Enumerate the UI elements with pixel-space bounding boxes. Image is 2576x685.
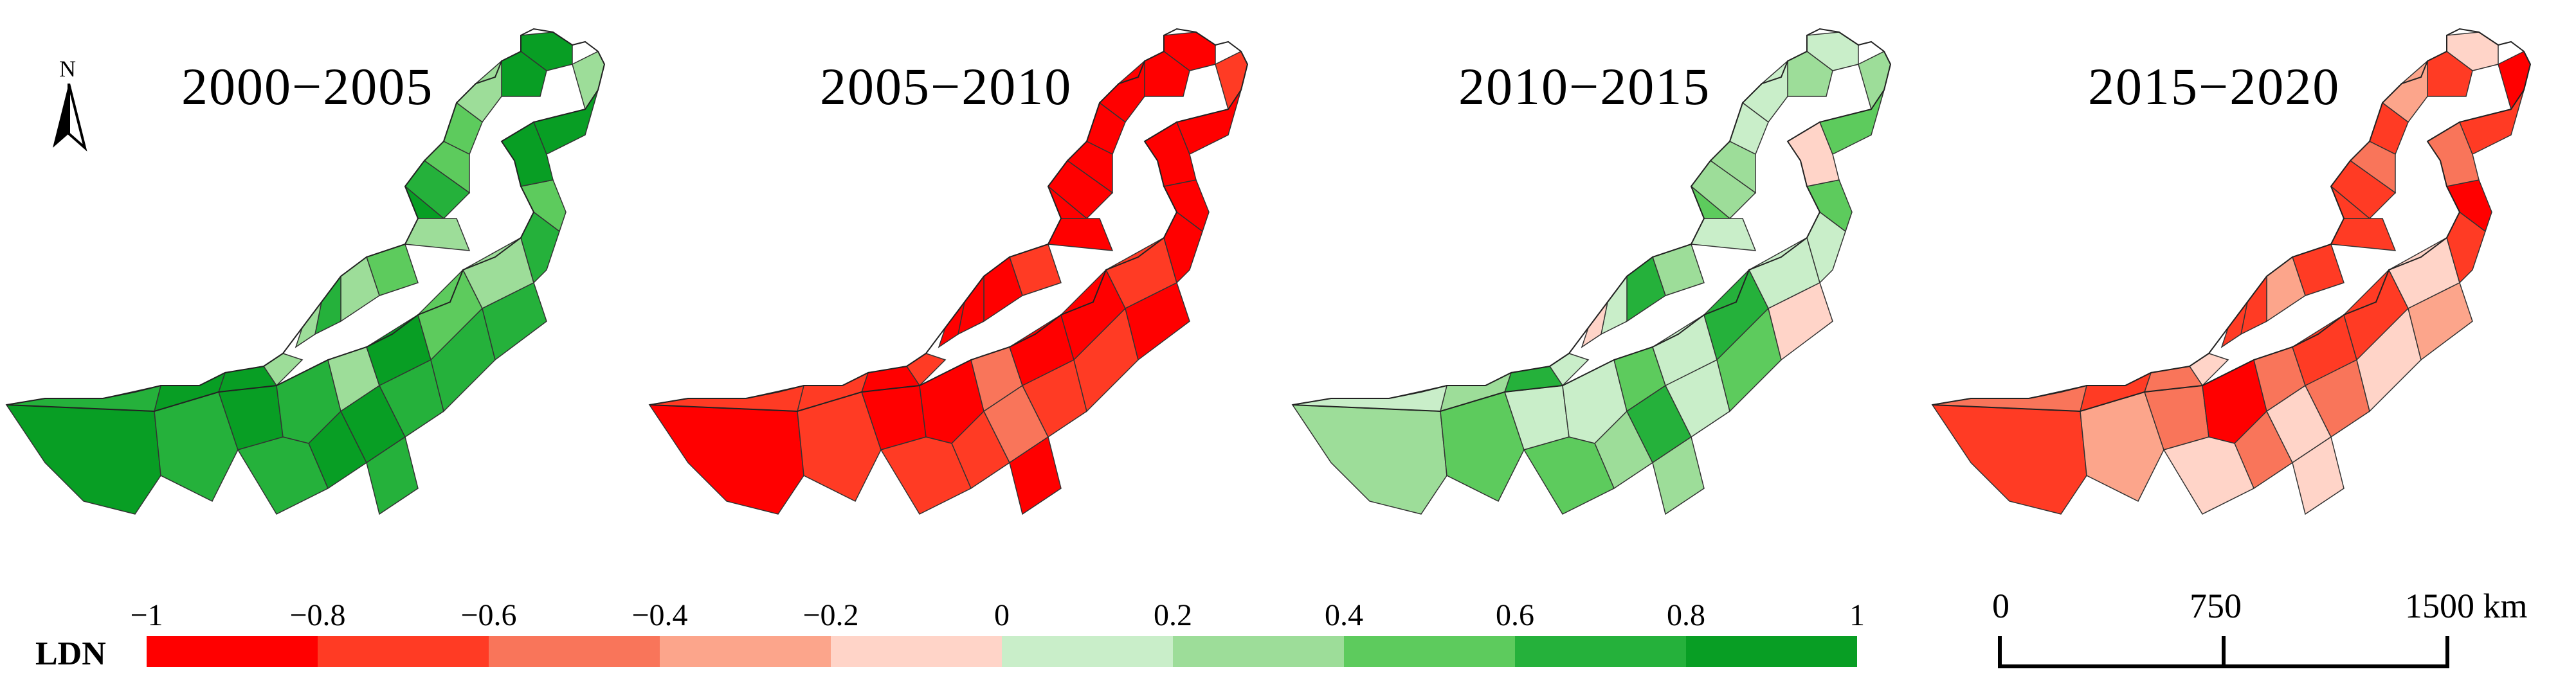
map-region — [404, 218, 471, 251]
legend-swatch — [831, 636, 1002, 667]
legend-swatch — [1515, 636, 1686, 667]
map-region — [1523, 436, 1615, 515]
legend-tick: 0.6 — [1496, 598, 1534, 632]
map-region — [2292, 436, 2345, 515]
legend-color-bar — [147, 636, 1857, 667]
scale-label-1500: 1500 km — [2405, 587, 2528, 625]
legend-swatch — [1173, 636, 1344, 667]
scale-bar — [1998, 636, 2449, 668]
legend-tick: 0 — [994, 598, 1010, 632]
map-outline — [6, 28, 606, 413]
map-region — [1291, 404, 1447, 515]
map-region — [1009, 436, 1062, 515]
map-2015-2020 — [1931, 28, 2532, 515]
map-regions — [648, 28, 1249, 515]
map-region — [2163, 436, 2254, 515]
map-region — [366, 436, 419, 515]
legend-tick: −0.8 — [289, 598, 346, 632]
map-outline — [649, 28, 1249, 413]
map-region — [1768, 281, 1833, 361]
map-region — [880, 436, 972, 515]
map-region — [2498, 50, 2531, 111]
map-region — [5, 404, 161, 515]
north-arrow-icon — [53, 84, 87, 152]
map-region — [1215, 50, 1248, 111]
map-regions — [1931, 28, 2532, 515]
legend-tick: 1 — [1849, 598, 1865, 632]
legend-tick: 0.4 — [1325, 598, 1363, 632]
scale-label-0: 0 — [1992, 587, 2009, 625]
legend-tick: −1 — [130, 598, 163, 632]
map-outline — [1292, 28, 1892, 413]
map-outline — [1932, 28, 2532, 413]
legend-swatch — [489, 636, 660, 667]
map-2010-2015 — [1291, 28, 1892, 515]
map-region — [572, 50, 605, 111]
map-region — [2330, 218, 2397, 251]
map-region — [1047, 218, 1114, 251]
map-regions — [1291, 28, 1892, 515]
legend-tick: −0.6 — [460, 598, 517, 632]
legend-swatch — [660, 636, 831, 667]
map-region — [1858, 50, 1891, 111]
legend-tick: 0.8 — [1667, 598, 1705, 632]
map-region — [648, 404, 804, 515]
scale-label-750: 750 — [2190, 587, 2242, 625]
map-regions — [5, 28, 606, 515]
map-region — [2408, 281, 2473, 361]
legend-swatch — [318, 636, 489, 667]
map-region — [1652, 436, 1705, 515]
legend-swatch — [147, 636, 318, 667]
panel-title-2010-2015: 2010−2015 — [1458, 57, 1711, 116]
map-region — [1125, 281, 1190, 361]
map-region — [1690, 218, 1757, 251]
map-region — [482, 281, 547, 361]
map-2005-2010 — [648, 28, 1249, 515]
panel-title-2015-2020: 2015−2020 — [2088, 57, 2341, 116]
legend-tick: −0.4 — [631, 598, 688, 632]
map-region — [1931, 404, 2087, 515]
legend-swatch — [1002, 636, 1173, 667]
panel-title-2005-2010: 2005−2010 — [820, 57, 1073, 116]
panel-title-2000-2005: 2000−2005 — [181, 57, 434, 116]
legend-swatch — [1686, 636, 1857, 667]
map-region — [237, 436, 329, 515]
map-2000-2005 — [5, 28, 606, 515]
legend-swatch — [1344, 636, 1515, 667]
legend-tick: 0.2 — [1154, 598, 1192, 632]
north-arrow-label: N — [59, 56, 76, 82]
legend-tick: −0.2 — [803, 598, 859, 632]
legend-title: LDN — [35, 636, 106, 672]
